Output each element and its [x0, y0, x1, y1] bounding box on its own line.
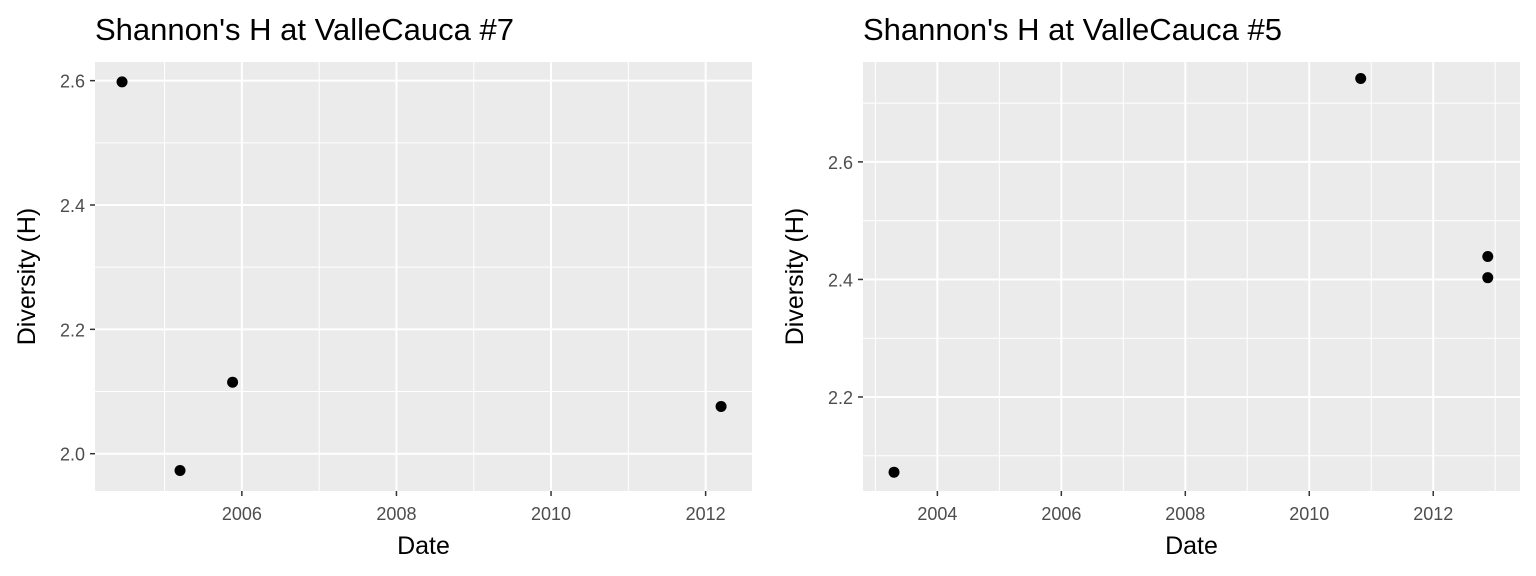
y-tick-label: 2.4	[828, 270, 853, 290]
x-tick-label: 2006	[222, 504, 262, 524]
x-tick-label: 2006	[1041, 504, 1081, 524]
chart-title: Shannon's H at ValleCauca #7	[95, 12, 514, 47]
data-point	[1355, 72, 1367, 84]
y-tick-label: 2.6	[828, 153, 853, 173]
x-tick-label: 2010	[1289, 504, 1329, 524]
y-tick-label: 2.6	[60, 72, 85, 92]
y-tick-label: 2.4	[60, 196, 85, 216]
data-point	[1482, 272, 1494, 284]
y-tick-label: 2.2	[828, 388, 853, 408]
chart-title: Shannon's H at ValleCauca #5	[863, 12, 1282, 47]
x-tick-label: 2012	[686, 504, 726, 524]
chart-panel-1: Shannon's H at ValleCauca #7 2006 2008 2010…	[13, 12, 752, 560]
y-axis-title: Diversity (H)	[781, 208, 809, 346]
y-tick-label: 2.0	[60, 445, 85, 465]
x-tick-label: 2008	[376, 504, 416, 524]
plot-panel	[863, 62, 1520, 491]
y-tick-label: 2.2	[60, 320, 85, 340]
x-tick-label: 2004	[917, 504, 957, 524]
x-tick-label: 2008	[1165, 504, 1205, 524]
data-point	[174, 464, 186, 476]
x-axis-title: Date	[1165, 532, 1218, 560]
plot-panel	[95, 62, 752, 491]
x-tick-label: 2012	[1413, 504, 1453, 524]
data-point	[715, 400, 727, 412]
x-tick-label: 2010	[531, 504, 571, 524]
data-point	[1482, 251, 1494, 263]
data-point	[116, 76, 128, 88]
chart-panel-2: Shannon's H at ValleCauca #5 2004 2006 2008…	[781, 12, 1520, 560]
data-point	[227, 376, 239, 388]
x-axis-title: Date	[397, 532, 450, 560]
y-axis-title: Diversity (H)	[13, 208, 41, 346]
data-point	[888, 466, 900, 478]
